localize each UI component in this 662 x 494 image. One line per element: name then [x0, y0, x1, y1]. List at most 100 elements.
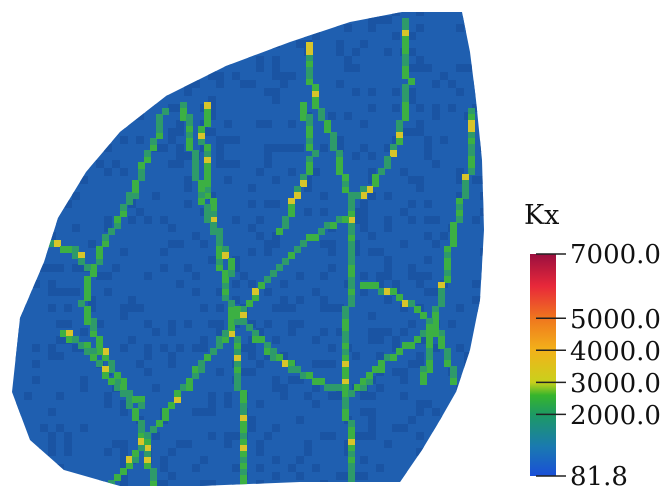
matrix-cell	[24, 128, 32, 136]
matrix-cell	[152, 16, 160, 24]
matrix-cell	[336, 464, 344, 472]
matrix-cell	[456, 408, 464, 416]
matrix-cell	[64, 176, 72, 184]
matrix-cell	[112, 232, 120, 240]
matrix-cell	[256, 256, 264, 264]
fracture-cell	[96, 342, 103, 349]
matrix-cell	[488, 408, 496, 416]
matrix-cell	[72, 264, 80, 272]
matrix-cell	[96, 328, 104, 336]
matrix-cell	[24, 328, 32, 336]
matrix-cell	[208, 176, 216, 184]
matrix-cell	[16, 280, 24, 288]
matrix-cell	[272, 256, 280, 264]
matrix-cell	[376, 464, 384, 472]
matrix-cell	[416, 128, 424, 136]
matrix-cell	[304, 24, 312, 32]
matrix-cell	[456, 280, 464, 288]
matrix-cell	[200, 336, 208, 344]
fracture-cell	[186, 114, 193, 121]
matrix-cell	[200, 408, 208, 416]
matrix-cell	[368, 12, 376, 16]
matrix-cell	[112, 136, 120, 144]
fracture-cell	[276, 354, 283, 361]
matrix-cell	[264, 72, 272, 80]
matrix-cell	[232, 176, 240, 184]
fracture-cell	[240, 408, 247, 415]
matrix-cell	[256, 464, 264, 472]
fracture-cell	[342, 180, 349, 187]
matrix-cell	[440, 176, 448, 184]
colorbar-title: Kx	[524, 200, 560, 231]
matrix-cell	[12, 64, 16, 72]
fracture-cell	[426, 360, 433, 367]
matrix-cell	[264, 296, 272, 304]
fracture-cell	[210, 348, 217, 355]
matrix-cell	[88, 72, 96, 80]
matrix-cell	[360, 304, 368, 312]
matrix-cell	[136, 288, 144, 296]
fracture-cell	[438, 300, 445, 307]
matrix-cell	[336, 304, 344, 312]
fracture-cell	[396, 120, 403, 127]
fracture-cell	[84, 282, 91, 289]
matrix-cell	[320, 400, 328, 408]
fracture-cell	[432, 306, 439, 313]
matrix-cell	[12, 416, 16, 424]
matrix-cell	[56, 464, 64, 472]
matrix-cell	[48, 232, 56, 240]
fracture-cell	[102, 234, 109, 241]
matrix-cell	[80, 16, 88, 24]
fracture-cell	[246, 300, 253, 307]
matrix-cell	[136, 376, 144, 384]
fracture-cell	[366, 372, 373, 379]
matrix-cell	[232, 288, 240, 296]
matrix-cell	[88, 416, 96, 424]
matrix-cell	[80, 136, 88, 144]
matrix-cell	[472, 456, 480, 464]
matrix-cell	[328, 152, 336, 160]
matrix-cell	[432, 104, 440, 112]
matrix-cell	[208, 240, 216, 248]
fracture-cell	[288, 366, 295, 373]
matrix-cell	[136, 256, 144, 264]
matrix-cell	[216, 72, 224, 80]
matrix-cell	[192, 216, 200, 224]
matrix-cell	[24, 472, 32, 480]
matrix-cell	[336, 24, 344, 32]
matrix-cell	[168, 352, 176, 360]
matrix-cell	[32, 176, 40, 184]
matrix-cell	[296, 336, 304, 344]
matrix-cell	[272, 64, 280, 72]
colorbar-gradient	[530, 254, 556, 476]
matrix-cell	[328, 352, 336, 360]
fracture-cell	[372, 174, 379, 181]
fracture-cell	[216, 264, 223, 271]
fracture-cell	[330, 384, 337, 391]
fracture-cell	[306, 126, 313, 133]
fracture-cell	[348, 198, 355, 205]
matrix-cell	[368, 248, 376, 256]
matrix-cell	[128, 80, 136, 88]
matrix-cell	[120, 344, 128, 352]
matrix-cell	[472, 80, 480, 88]
matrix-cell	[264, 288, 272, 296]
matrix-cell	[168, 256, 176, 264]
matrix-cell	[240, 48, 248, 56]
fracture-cell	[282, 216, 289, 223]
matrix-cell	[320, 448, 328, 456]
fracture-cell	[174, 390, 181, 397]
matrix-cell	[408, 96, 416, 104]
matrix-cell	[40, 128, 48, 136]
matrix-cell	[200, 288, 208, 296]
matrix-cell	[408, 272, 416, 280]
matrix-cell	[432, 264, 440, 272]
matrix-cell	[384, 368, 392, 376]
matrix-cell	[72, 440, 80, 448]
matrix-cell	[336, 136, 344, 144]
matrix-cell	[424, 200, 432, 208]
fracture-cell	[228, 258, 235, 265]
matrix-cell	[296, 280, 304, 288]
matrix-cell	[32, 408, 40, 416]
matrix-cell	[312, 384, 320, 392]
